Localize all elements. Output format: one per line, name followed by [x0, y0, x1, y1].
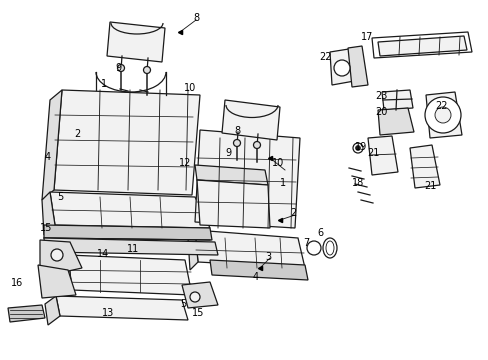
Text: 5: 5 [180, 299, 186, 309]
Polygon shape [50, 192, 209, 228]
Text: 15: 15 [191, 308, 204, 318]
Text: 4: 4 [252, 272, 259, 282]
Polygon shape [55, 255, 72, 298]
Circle shape [306, 241, 320, 255]
Text: 1: 1 [279, 178, 285, 188]
Text: 2: 2 [74, 129, 80, 139]
Circle shape [434, 107, 450, 123]
Polygon shape [40, 240, 82, 275]
Polygon shape [377, 108, 413, 135]
Polygon shape [209, 260, 307, 280]
Polygon shape [8, 305, 45, 322]
Polygon shape [38, 265, 76, 298]
Text: 17: 17 [360, 32, 372, 42]
Circle shape [424, 97, 460, 133]
Polygon shape [347, 46, 367, 87]
Text: 8: 8 [233, 126, 240, 136]
Text: 8: 8 [193, 13, 199, 23]
Polygon shape [425, 92, 461, 138]
Polygon shape [68, 255, 192, 295]
Polygon shape [44, 238, 218, 255]
Polygon shape [197, 180, 269, 228]
Text: 19: 19 [354, 142, 366, 152]
Polygon shape [367, 136, 397, 175]
Text: 20: 20 [374, 107, 386, 117]
Polygon shape [187, 230, 198, 270]
Circle shape [253, 141, 260, 148]
Text: 3: 3 [264, 252, 270, 262]
Text: 18: 18 [351, 178, 364, 188]
Polygon shape [54, 90, 200, 195]
Text: 15: 15 [40, 223, 52, 233]
Text: 10: 10 [271, 158, 284, 168]
Polygon shape [377, 36, 466, 56]
Text: 22: 22 [434, 101, 447, 111]
Circle shape [355, 145, 360, 150]
Circle shape [143, 67, 150, 73]
Polygon shape [42, 192, 55, 235]
Text: 7: 7 [302, 238, 308, 248]
Polygon shape [42, 90, 62, 200]
Ellipse shape [323, 238, 336, 258]
Polygon shape [222, 100, 280, 140]
Polygon shape [409, 145, 439, 188]
Text: 10: 10 [183, 83, 196, 93]
Text: 2: 2 [289, 208, 296, 218]
Text: 21: 21 [366, 148, 378, 158]
Ellipse shape [325, 241, 333, 255]
Polygon shape [195, 230, 305, 268]
Polygon shape [371, 32, 471, 58]
Polygon shape [195, 130, 299, 228]
Text: 12: 12 [179, 158, 191, 168]
Polygon shape [195, 165, 267, 185]
Circle shape [333, 60, 349, 76]
Text: 16: 16 [11, 278, 23, 288]
Text: 9: 9 [115, 63, 121, 73]
Circle shape [51, 249, 63, 261]
Text: 21: 21 [423, 181, 435, 191]
Circle shape [233, 139, 240, 147]
Text: 23: 23 [374, 91, 386, 101]
Polygon shape [56, 296, 187, 320]
Circle shape [352, 143, 362, 153]
Circle shape [117, 64, 124, 72]
Text: 13: 13 [102, 308, 114, 318]
Text: 1: 1 [101, 79, 107, 89]
Polygon shape [182, 282, 218, 308]
Text: 5: 5 [57, 192, 63, 202]
Circle shape [190, 292, 200, 302]
Text: 22: 22 [319, 52, 331, 62]
Polygon shape [381, 90, 412, 110]
Text: 11: 11 [126, 244, 139, 254]
Text: 14: 14 [97, 249, 109, 259]
Text: 9: 9 [224, 148, 231, 158]
Polygon shape [329, 48, 359, 85]
Text: 6: 6 [316, 228, 323, 238]
Polygon shape [45, 296, 60, 325]
Polygon shape [44, 225, 212, 240]
Polygon shape [107, 22, 164, 62]
Text: 4: 4 [45, 152, 51, 162]
